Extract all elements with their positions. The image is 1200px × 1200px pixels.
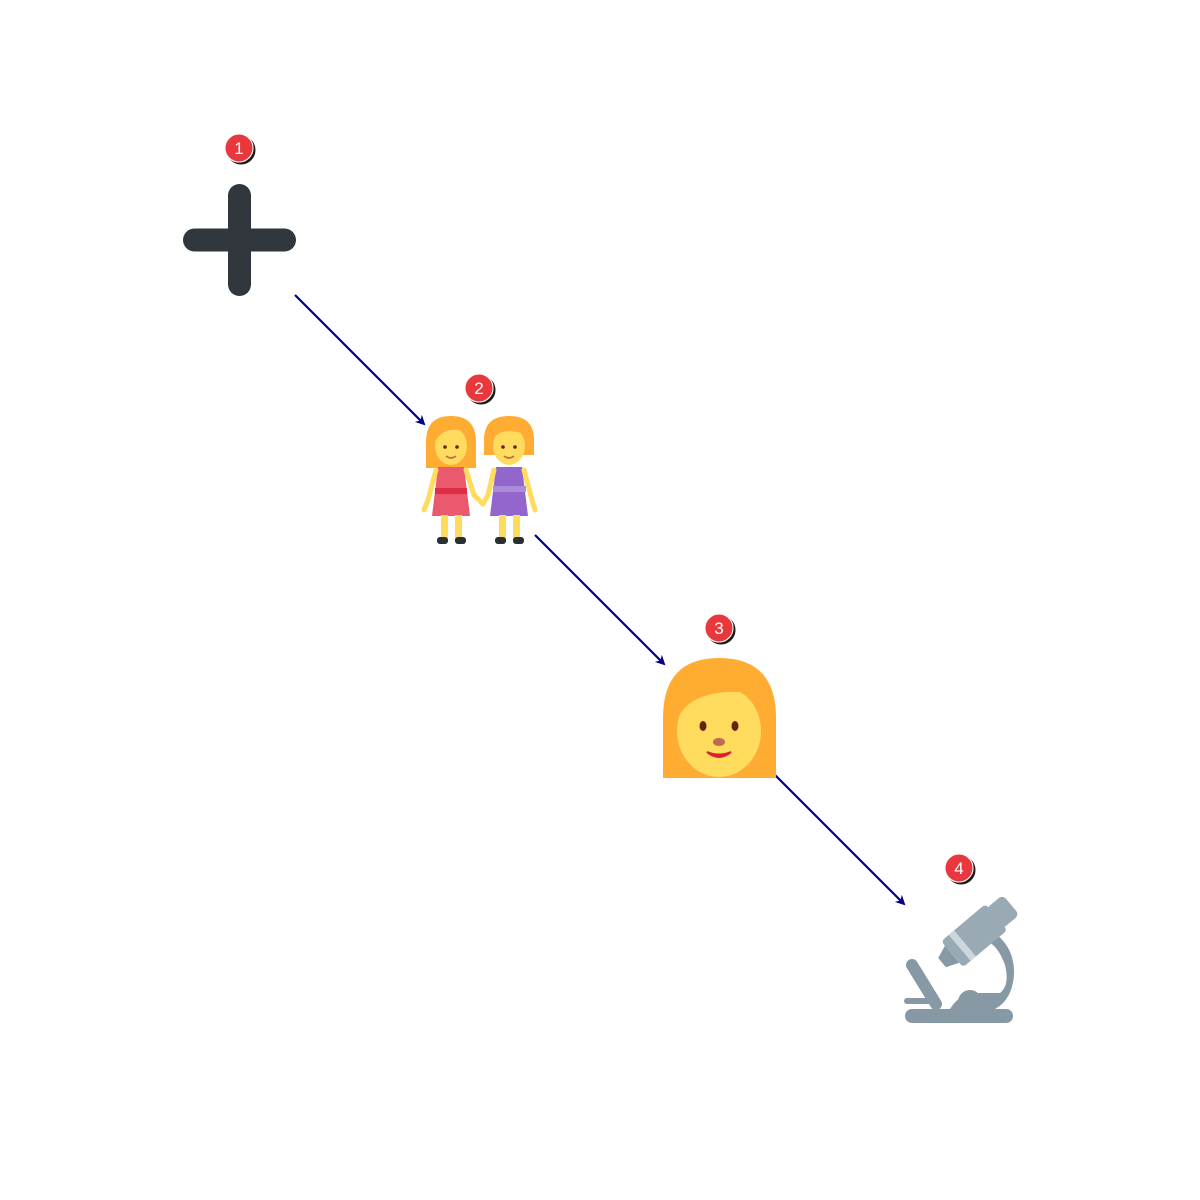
step-1-number: 1 [234,139,243,158]
arrow-3-to-4 [774,774,906,906]
step-4: 4 [904,853,1018,1023]
step-1: 1 [183,133,296,296]
step-4-number: 4 [954,859,963,878]
plus-icon [183,184,296,296]
arrow-2-to-3 [534,534,666,666]
step-3-number: 3 [714,619,723,638]
step-3-badge: 3 [704,613,734,643]
step-2: 2 [421,373,538,544]
step-2-number: 2 [474,379,483,398]
two-women-holding-hands-icon [421,416,538,544]
step-2-badge: 2 [464,373,494,403]
step-1-badge: 1 [224,133,254,163]
woman-face-icon [663,658,776,778]
step-3: 3 [663,613,776,778]
step-4-badge: 4 [944,853,974,883]
microscope-icon [904,896,1018,1023]
arrow-1-to-2 [294,294,426,426]
